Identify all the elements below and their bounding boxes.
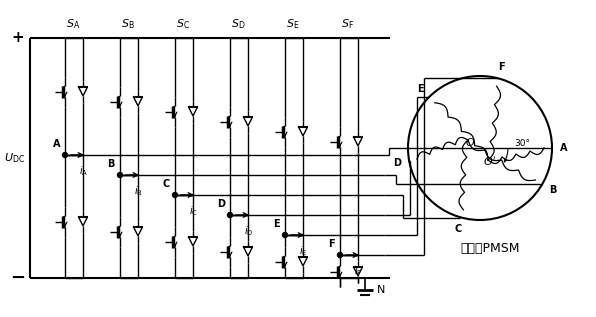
Circle shape: [63, 152, 67, 158]
Circle shape: [117, 172, 123, 178]
Text: D: D: [217, 199, 225, 209]
Text: $S_{\rm C}$: $S_{\rm C}$: [176, 17, 190, 31]
Text: $i_{\rm E}$: $i_{\rm E}$: [299, 244, 308, 258]
Circle shape: [283, 232, 287, 237]
Text: A: A: [560, 143, 568, 153]
Text: $S_{\rm B}$: $S_{\rm B}$: [121, 17, 135, 31]
Text: $S_{\rm F}$: $S_{\rm F}$: [342, 17, 355, 31]
Text: $O'$: $O'$: [483, 156, 497, 169]
Text: $O$: $O$: [465, 136, 475, 148]
Circle shape: [172, 192, 178, 197]
Text: −: −: [11, 269, 26, 287]
Text: $U_{\rm DC}$: $U_{\rm DC}$: [4, 151, 26, 165]
Text: $i_{\rm C}$: $i_{\rm C}$: [189, 204, 198, 218]
Text: $S_{\rm A}$: $S_{\rm A}$: [66, 17, 80, 31]
Text: 30°: 30°: [514, 139, 530, 147]
Text: $i_{\rm A}$: $i_{\rm A}$: [79, 164, 88, 178]
Circle shape: [337, 253, 343, 257]
Text: B: B: [108, 159, 115, 169]
Text: B: B: [549, 185, 557, 195]
Text: 双三相PMSM: 双三相PMSM: [460, 242, 520, 255]
Text: C: C: [455, 224, 462, 234]
Text: C: C: [163, 179, 170, 189]
Text: E: E: [417, 84, 424, 94]
Text: N: N: [377, 285, 386, 295]
Text: $i_{\rm B}$: $i_{\rm B}$: [134, 184, 143, 198]
Text: F: F: [498, 62, 505, 72]
Text: E: E: [274, 219, 280, 229]
Text: $S_{\rm D}$: $S_{\rm D}$: [231, 17, 246, 31]
Text: D: D: [393, 158, 401, 168]
Circle shape: [228, 212, 232, 217]
Text: $i_{\rm F}$: $i_{\rm F}$: [354, 264, 362, 278]
Text: +: +: [12, 30, 24, 46]
Text: $S_{\rm E}$: $S_{\rm E}$: [286, 17, 300, 31]
Text: F: F: [328, 239, 335, 249]
Text: A: A: [52, 139, 60, 149]
Text: $i_{\rm D}$: $i_{\rm D}$: [244, 224, 253, 238]
